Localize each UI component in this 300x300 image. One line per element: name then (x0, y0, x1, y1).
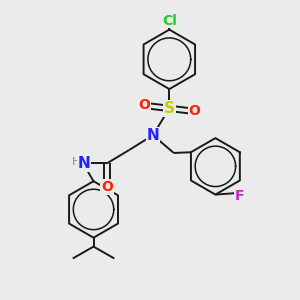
Text: H: H (72, 158, 80, 167)
Text: N: N (78, 156, 90, 171)
Text: S: S (164, 101, 175, 116)
Text: N: N (147, 128, 159, 142)
Text: Cl: Cl (162, 14, 177, 28)
Text: O: O (138, 98, 150, 112)
Text: O: O (189, 104, 200, 118)
Text: F: F (234, 189, 244, 203)
Text: O: O (101, 180, 113, 194)
